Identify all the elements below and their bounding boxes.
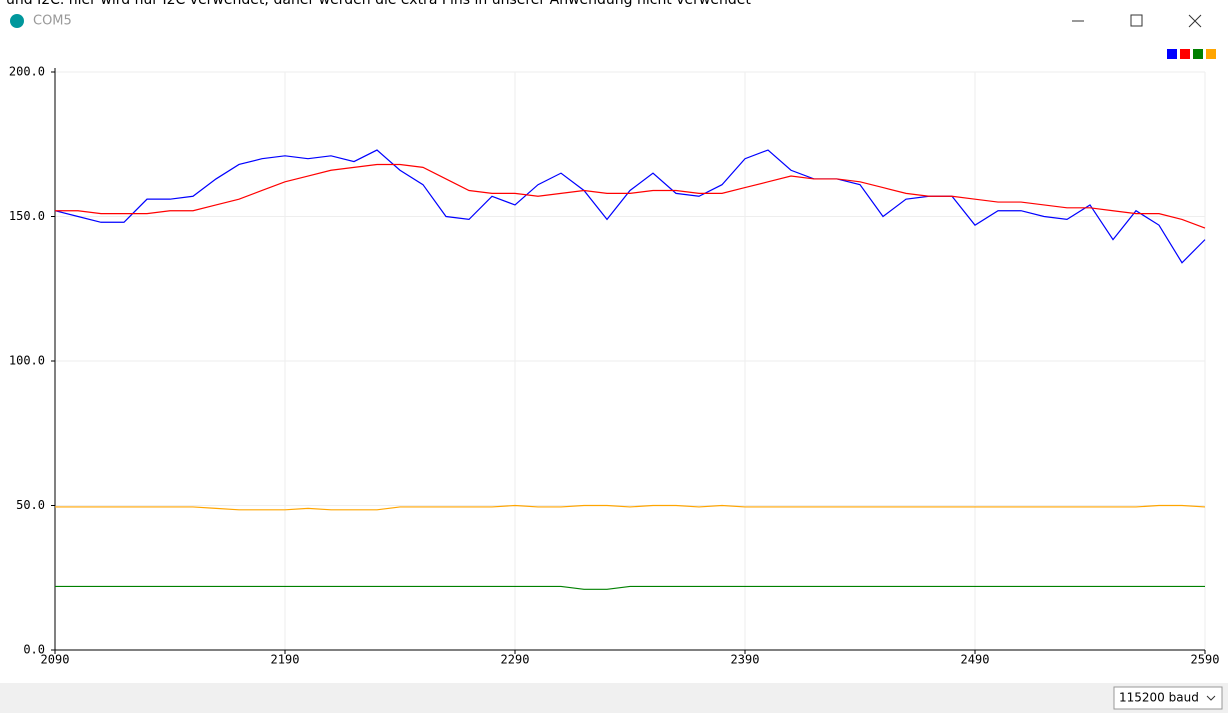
legend-swatch [1167, 49, 1177, 59]
y-tick-label: 100.0 [9, 354, 45, 368]
footer-bar [0, 683, 1228, 713]
series-line [55, 163, 1206, 229]
close-button[interactable] [1188, 14, 1202, 28]
x-tick-label: 2490 [961, 653, 990, 667]
maximize-button[interactable] [1130, 14, 1143, 27]
legend-swatch [1206, 49, 1216, 59]
x-tick-label: 2290 [501, 653, 530, 667]
x-tick-label: 2190 [271, 653, 300, 667]
legend-swatch [1180, 49, 1190, 59]
x-tick-label: 2590 [1191, 653, 1220, 667]
plot: 0.0 50.0 100.0 150.0 200.0 2090 2190 2290 2390 24… [9, 49, 1220, 667]
x-tick-label: 2390 [731, 653, 760, 667]
header-text: und I2C. hier wird nur I2C verwendet; da… [6, 0, 751, 8]
y-tick-label: 50.0 [16, 498, 45, 512]
app-icon [10, 14, 24, 28]
series-line [55, 585, 1205, 590]
baud-label: 115200 baud [1119, 691, 1199, 705]
series-line [54, 149, 1206, 264]
series-line [55, 504, 1206, 511]
y-tick-label: 0.0 [23, 643, 45, 657]
baud-select[interactable] [1113, 686, 1223, 710]
y-tick-label: 150.0 [9, 209, 45, 223]
legend-swatch [1193, 49, 1203, 59]
x-tick-label: 2090 [41, 653, 70, 667]
y-tick-label: 200.0 [9, 65, 45, 79]
dropdown-arrow [1206, 695, 1216, 701]
window-title: COM5 [33, 14, 72, 29]
